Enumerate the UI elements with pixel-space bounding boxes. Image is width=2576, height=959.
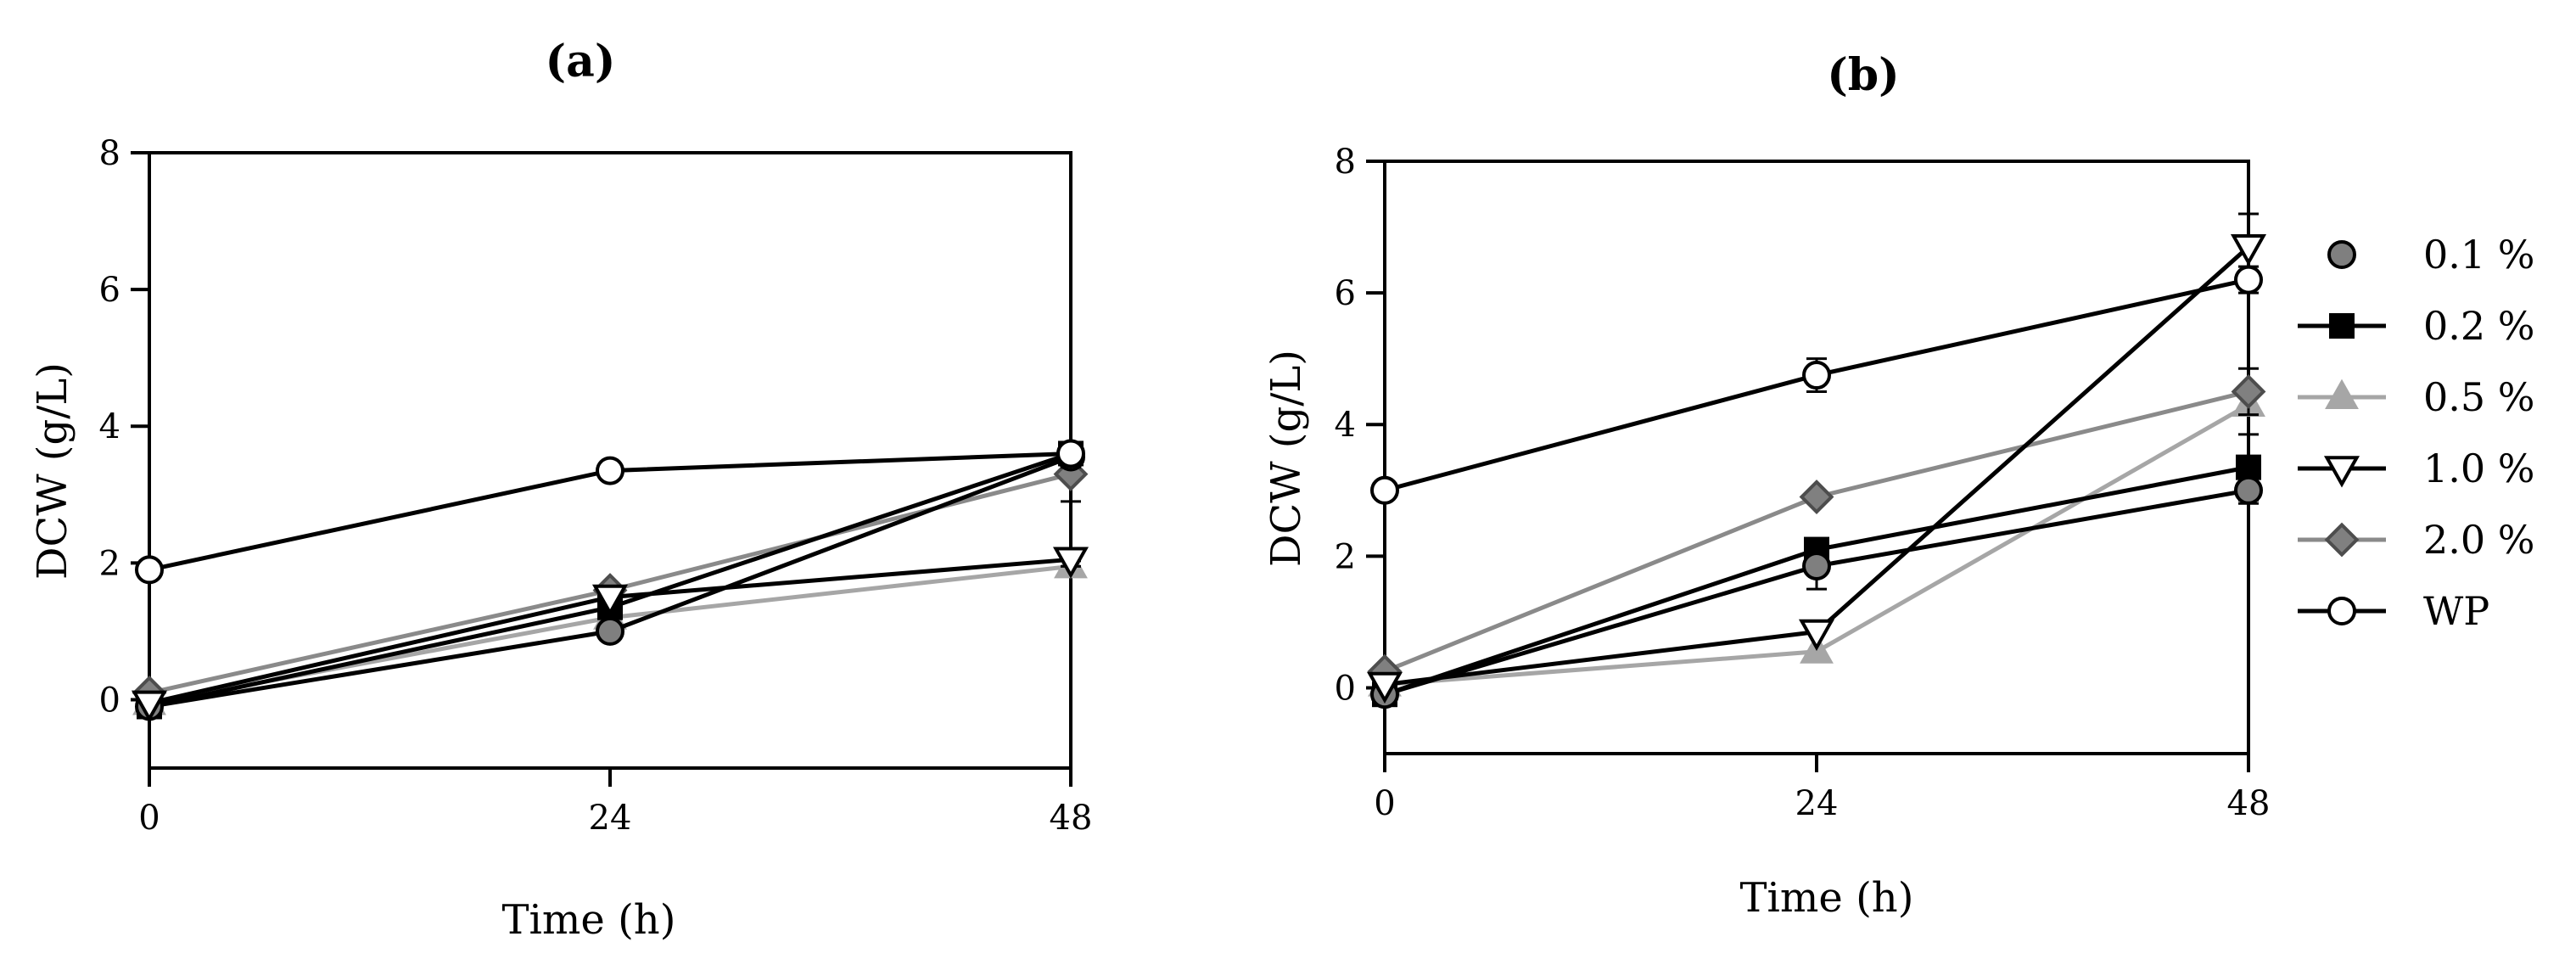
x-axis-ticks-a: 0 24 48 [138, 768, 1092, 838]
y-tick-label: 2 [99, 544, 120, 583]
y-tick-label: 4 [1335, 406, 1356, 445]
data-point [2234, 475, 2263, 505]
data-point [1053, 457, 1089, 492]
x-tick-label: 48 [2227, 784, 2271, 823]
legend-item-2: 0.5 % [2298, 374, 2535, 420]
data-point [1798, 619, 1835, 651]
x-tick-label: 0 [1374, 784, 1395, 823]
legend-item-5: WP [2298, 588, 2489, 634]
y-axis-ticks-b: 0 2 4 6 8 [1335, 143, 1385, 708]
data-point [2231, 374, 2266, 409]
legend-marker [2327, 240, 2356, 269]
data-point [2234, 265, 2263, 294]
data-point [596, 456, 624, 485]
y-axis-label-b: DCW (g/L) [1263, 350, 1310, 567]
x-tick-label: 24 [1795, 784, 1839, 823]
legend-item-3: 1.0 % [2298, 446, 2535, 491]
x-tick-label: 0 [138, 799, 160, 838]
series-b-5 [1370, 265, 2263, 505]
series-line [1384, 488, 2249, 697]
data-point [591, 584, 629, 617]
data-point [1056, 439, 1085, 468]
legend-marker [2327, 597, 2356, 625]
legend-marker [2325, 379, 2359, 409]
y-axis-label-a: DCW (g/L) [29, 362, 76, 580]
panel-label-a: (a) [546, 36, 616, 87]
legend-item-0: 0.1 % [2327, 232, 2535, 278]
data-point [1370, 475, 1399, 505]
x-tick-label: 24 [589, 799, 632, 838]
y-tick-label: 8 [99, 134, 120, 173]
x-axis-label-b: Time (h) [1740, 874, 1914, 922]
legend-item-1: 0.2 % [2298, 303, 2535, 349]
data-point [131, 690, 168, 722]
series-b-4 [1367, 367, 2266, 689]
data-point [2236, 454, 2261, 480]
series-a-3 [131, 547, 1089, 722]
y-tick-label: 8 [1335, 143, 1356, 182]
legend-label: 0.2 % [2423, 303, 2535, 349]
legend-marker [2329, 313, 2355, 339]
series-layer-b [1366, 212, 2267, 709]
data-point [2230, 234, 2267, 266]
y-tick-label: 6 [1335, 274, 1356, 313]
legend-label: 0.1 % [2423, 232, 2535, 278]
y-tick-label: 6 [99, 271, 120, 310]
legend-marker [2323, 456, 2360, 488]
y-tick-label: 4 [99, 407, 120, 446]
series-b-0 [1370, 475, 2263, 709]
legend-label: 2.0 % [2423, 517, 2535, 563]
data-point [1052, 547, 1089, 579]
x-axis-ticks-b: 0 24 48 [1374, 754, 2270, 823]
legend-item-4: 2.0 % [2298, 517, 2535, 563]
legend-label: 0.5 % [2423, 374, 2535, 420]
x-axis-label-a: Time (h) [502, 896, 676, 944]
data-point [135, 555, 164, 585]
legend-label: 1.0 % [2423, 446, 2535, 491]
x-tick-label: 48 [1050, 799, 1093, 838]
data-point [1799, 480, 1834, 514]
series-b-3 [1366, 212, 2267, 704]
panel-label-b: (b) [1827, 49, 1900, 101]
legend-marker [2324, 522, 2360, 558]
y-tick-label: 2 [1335, 537, 1356, 576]
legend-label: WP [2423, 588, 2489, 634]
y-tick-label: 0 [99, 681, 120, 720]
series-a-4 [132, 445, 1089, 710]
y-axis-ticks-a: 0 2 4 6 8 [99, 134, 149, 720]
data-point [596, 616, 624, 646]
legend: 0.1 % 0.2 % 0.5 % 1.0 % 2.0 % WP [2298, 232, 2535, 634]
series-layer-a [131, 439, 1089, 722]
series-a-5 [135, 439, 1085, 585]
data-point [1802, 551, 1831, 580]
y-tick-label: 0 [1335, 669, 1356, 708]
data-point [1802, 361, 1831, 390]
data-point [1366, 671, 1403, 704]
